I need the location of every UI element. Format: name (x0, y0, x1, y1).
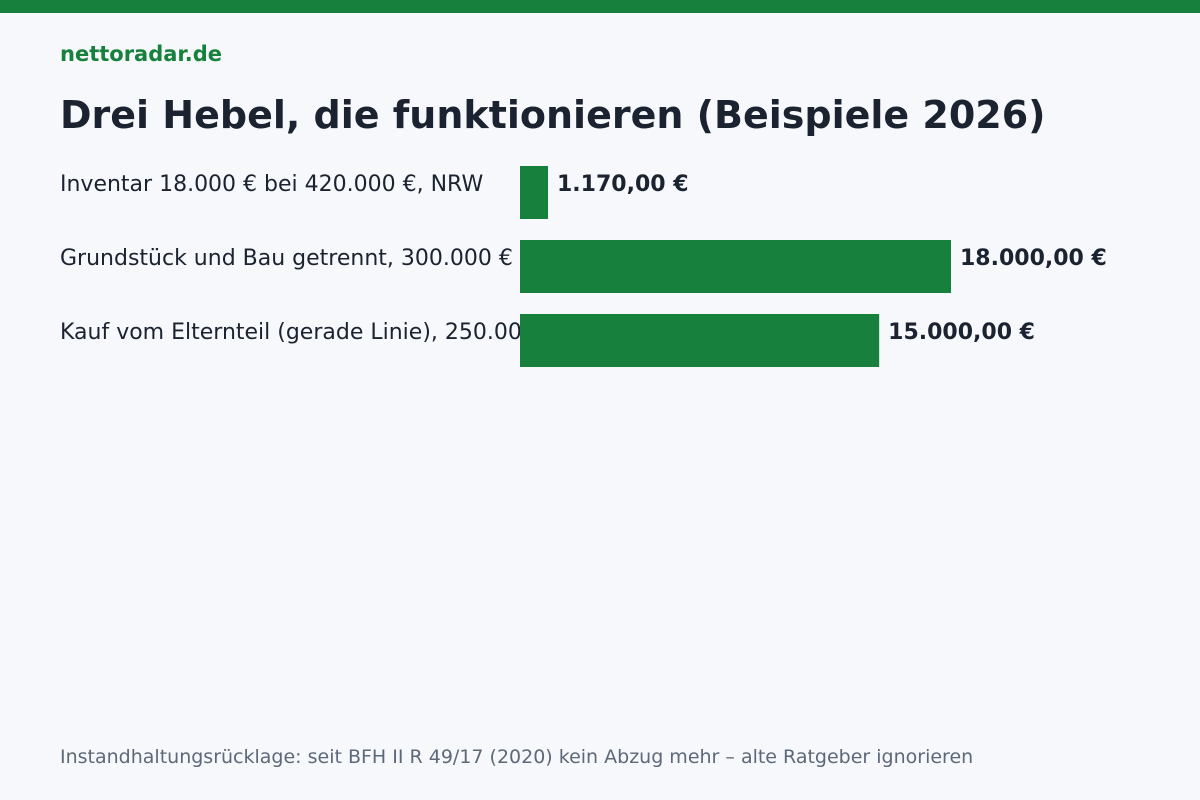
value-label: 18.000,00 € (960, 246, 1107, 271)
value-label: 1.170,00 € (557, 172, 689, 197)
top-accent-bar (0, 0, 1200, 13)
footnote: Instandhaltungsrücklage: seit BFH II R 4… (60, 746, 974, 768)
brand-name[interactable]: nettoradar.de (60, 42, 223, 66)
bar (520, 240, 951, 293)
category-label: Grundstück und Bau getrennt, 300.000 € (60, 246, 513, 271)
category-label: Inventar 18.000 € bei 420.000 €, NRW (60, 172, 483, 197)
bar (520, 166, 549, 219)
bar (520, 314, 880, 367)
category-label: Kauf vom Elternteil (gerade Linie), 250.… (60, 320, 557, 345)
value-label: 15.000,00 € (888, 320, 1035, 345)
chart-title: Drei Hebel, die funktionieren (Beispiele… (60, 93, 1046, 137)
